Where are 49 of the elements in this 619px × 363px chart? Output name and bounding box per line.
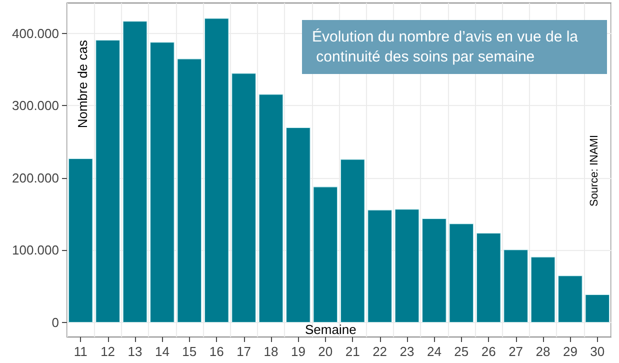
x-tick-label: 11	[74, 344, 88, 359]
x-tick-label: 13	[128, 344, 142, 359]
bar	[258, 94, 284, 323]
y-tick-label: 200.000	[12, 170, 59, 186]
bar	[422, 218, 446, 323]
x-tick-label: 18	[264, 344, 278, 359]
x-tick-label: 15	[182, 344, 197, 359]
y-tick-label: 400.000	[12, 26, 59, 41]
x-tick-label: 29	[562, 344, 578, 359]
bar	[150, 42, 174, 323]
bar	[394, 209, 420, 323]
x-tick-label: 22	[372, 344, 388, 359]
bar	[68, 158, 93, 323]
annotation: Source: INAMI	[588, 134, 600, 207]
x-tick-label: 23	[400, 344, 414, 359]
bar	[585, 294, 610, 323]
bar	[204, 18, 229, 323]
bar	[232, 73, 256, 323]
x-tick-label: 14	[154, 344, 170, 359]
y-tick-label: 300.000	[12, 98, 59, 114]
bar	[286, 127, 310, 323]
bar	[177, 58, 202, 323]
bar	[504, 250, 528, 323]
x-tick-label: 30	[590, 344, 605, 359]
bar	[340, 159, 365, 323]
bar	[313, 186, 338, 323]
bar	[449, 224, 474, 323]
bar	[530, 256, 556, 323]
y-axis-title: Nombre de cas	[75, 40, 90, 128]
x-tick-label: 27	[508, 344, 524, 359]
x-tick-label: 26	[481, 344, 496, 359]
bar	[122, 21, 148, 323]
x-tick-label: 24	[426, 344, 442, 359]
bar	[476, 232, 501, 323]
x-tick-label: 16	[209, 344, 224, 359]
y-tick-label: 0	[52, 315, 59, 330]
bar	[368, 210, 392, 323]
text: Évolution du nombre d’avis en vue de la continuité des soins par semaine	[312, 28, 579, 66]
x-tick-label: 20	[318, 344, 333, 359]
x-tick-label: 12	[100, 344, 116, 359]
x-tick-label: 28	[536, 344, 550, 359]
x-axis-title: Semaine	[305, 322, 356, 337]
x-tick-label: 25	[454, 344, 469, 359]
y-tick-label: 100.000	[12, 242, 59, 258]
bar	[558, 276, 582, 323]
x-tick-label: 21	[345, 344, 360, 359]
bar	[96, 40, 120, 323]
x-tick-label: 19	[290, 344, 306, 359]
x-tick-label: 17	[236, 344, 252, 359]
